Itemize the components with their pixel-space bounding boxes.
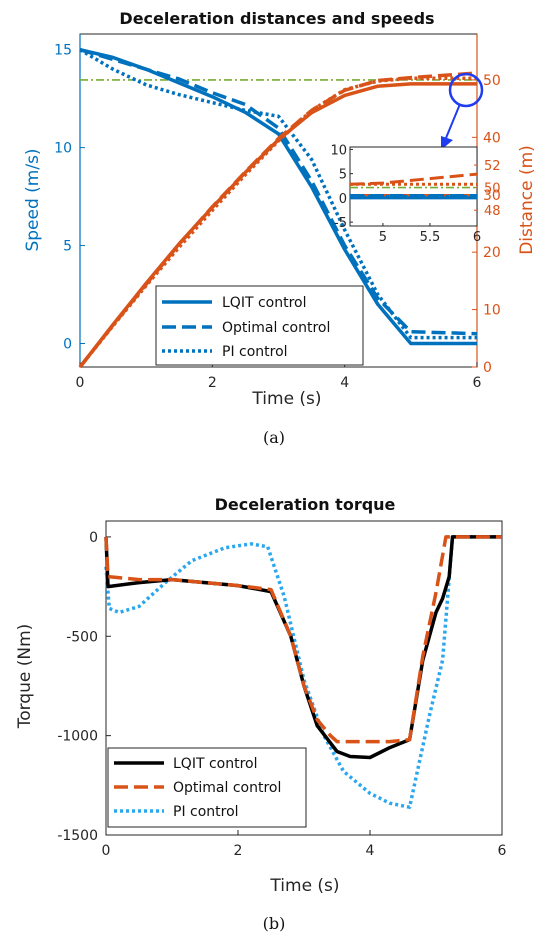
inset-x-tick-label: 5.5 [420,230,441,245]
chart-a-left-tick-label: 5 [63,239,72,255]
chart-b-series [104,535,502,809]
chart-b-left-tick-label: 0 [89,530,98,546]
inset-x-tick-label: 5 [379,230,387,245]
chart-a-right-tick-label: 50 [483,73,501,89]
chart-b-caption: (b) [263,914,286,933]
chart-b-left-tick-label: -500 [66,629,98,645]
chart-b-ylabel: Torque (Nm) [15,624,35,730]
chart-a-y2label: Distance (m) [517,145,537,255]
zoom-arrow [445,103,461,139]
inset-left-tick-label: 10 [330,143,347,158]
chart-a-right-tick-label: 40 [483,130,501,146]
chart-a-x-tick-label: 6 [473,375,482,391]
inset-series [349,172,478,200]
legend-a-label-pi: PI control [222,344,288,360]
chart-b-xlabel: Time (s) [269,876,339,896]
inset-right-axis: 48 50 52 [474,159,501,219]
chart-a-x-tick-label: 0 [76,375,85,391]
speed-distance-chart: Deceleration distances and speeds 0 5 10 15… [23,9,537,447]
chart-b-x-axis: 0 2 4 6 [102,830,507,859]
chart-b-x-tick-label: 6 [498,843,507,859]
chart-a-x-tick-label: 2 [208,375,217,391]
inset-plot-area [349,146,478,227]
chart-a-series [78,47,478,369]
chart-b-x-tick-label: 4 [366,843,375,859]
chart-a-title: Deceleration distances and speeds [119,9,434,28]
inset-right-tick-label: 52 [484,159,501,174]
chart-a-caption: (a) [263,428,285,447]
chart-b-left-tick-label: -1500 [57,828,98,844]
inset-left-tick-label: 5 [339,168,347,183]
chart-a-right-tick-label: 0 [483,360,492,376]
legend-a-label-optimal: Optimal control [222,320,330,336]
inset-left-axis: -5 0 5 10 [330,143,353,231]
chart-a-right-tick-label: 30 [483,188,501,204]
chart-b-left-axis: 0 -500 -1000 -1500 [57,530,111,844]
chart-b-title: Deceleration torque [215,495,396,514]
chart-a-series-line-4 [78,71,478,369]
chart-a-right-tick-label: 10 [483,303,501,319]
chart-b-x-tick-label: 2 [234,843,243,859]
legend-a-label-lqit: LQIT control [222,295,306,311]
chart-a-left-tick-label: 0 [63,336,72,352]
inset-right-tick-label: 50 [484,182,501,197]
chart-b-x-tick-label: 0 [102,843,111,859]
inset-left-tick-label: 0 [339,192,347,207]
chart-a-series-line-2 [79,48,477,340]
chart-a-legend: LQIT control Optimal control PI control [155,285,364,366]
torque-chart: Deceleration torque 0 -500 -1000 -1500 0 2 4 6… [15,495,507,933]
chart-a-left-tick-label: 15 [54,43,72,59]
chart-b-legend: LQIT control Optimal control PI control [107,747,307,828]
legend-b-label-optimal: Optimal control [173,780,281,796]
chart-a-x-tick-label: 4 [340,375,349,391]
chart-a-right-tick-label: 20 [483,245,501,261]
chart-b-series-line-2 [104,535,502,809]
inset-left-tick-label: -5 [334,216,347,231]
inset-x-tick-label: 6 [473,230,481,245]
zoom-circle [448,72,484,108]
chart-a-ylabel: Speed (m/s) [23,148,43,251]
chart-b-series-line-1 [104,535,502,744]
chart-b-left-tick-label: -1000 [57,729,98,745]
legend-b-label-pi: PI control [173,804,239,820]
inset-right-tick-label: 48 [484,204,501,219]
chart-a-left-axis: 0 5 10 15 [54,34,85,367]
chart-a-xlabel: Time (s) [251,389,321,409]
inset-x-axis: 5 5.5 6 [379,223,481,245]
chart-a-left-tick-label: 10 [54,141,72,157]
legend-b-label-lqit: LQIT control [173,756,257,772]
chart-b-series-line-0 [104,535,502,760]
chart-a-series-line-5 [78,76,477,369]
